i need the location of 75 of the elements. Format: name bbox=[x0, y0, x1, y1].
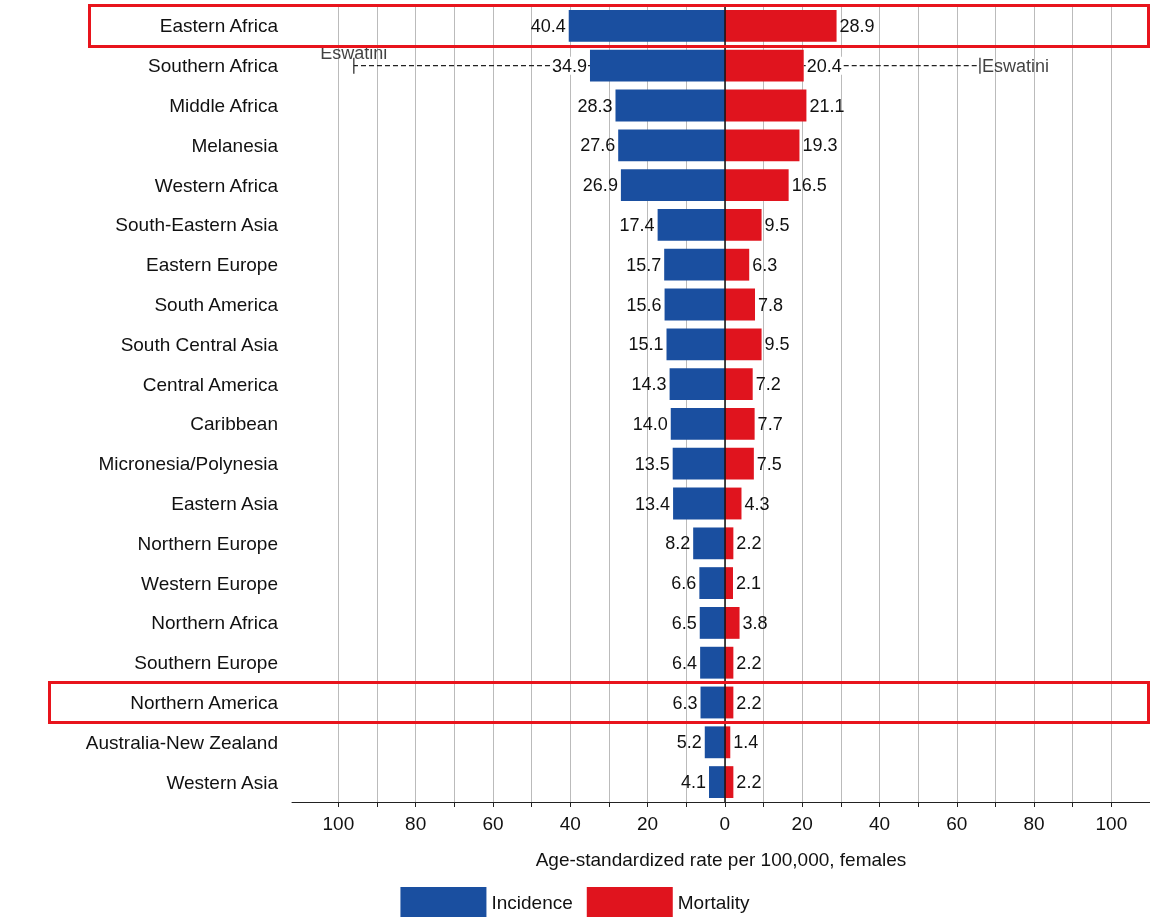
x-tick-label: 40 bbox=[559, 813, 581, 834]
y-tick-label: Western Asia bbox=[166, 771, 279, 793]
y-tick-label: Micronesia/Polynesia bbox=[98, 453, 279, 475]
data-label: 2.2 bbox=[736, 652, 762, 673]
y-tick-label: South Central Asia bbox=[120, 333, 279, 355]
y-tick-label: Central America bbox=[142, 373, 279, 395]
y-tick-label: Eastern Africa bbox=[159, 15, 279, 37]
data-label: 26.9 bbox=[582, 175, 618, 196]
data-label: 1.4 bbox=[733, 732, 759, 753]
data-label: 4.1 bbox=[680, 772, 707, 793]
data-label: 28.3 bbox=[577, 95, 613, 116]
y-tick-label: Northern America bbox=[130, 692, 279, 713]
x-tick-label: 40 bbox=[868, 813, 891, 834]
data-label: 16.5 bbox=[791, 175, 827, 196]
data-label: 6.3 bbox=[752, 254, 778, 275]
y-tick-label: Western Europe bbox=[141, 572, 278, 594]
data-label: 19.3 bbox=[802, 135, 838, 156]
x-tick-label: 100 bbox=[322, 813, 355, 834]
y-tick-label: Eastern Europe bbox=[145, 254, 278, 276]
y-tick-label: South America bbox=[154, 294, 279, 315]
x-tick-label: 0 bbox=[719, 813, 731, 834]
data-label: 2.2 bbox=[736, 772, 762, 793]
data-label: 17.4 bbox=[619, 214, 655, 235]
data-label: 7.8 bbox=[758, 294, 784, 315]
x-tick-label: 60 bbox=[946, 813, 968, 834]
y-tick-label: Middle Africa bbox=[169, 95, 279, 116]
x-tick-label: 20 bbox=[637, 813, 659, 834]
data-label: 13.5 bbox=[634, 453, 670, 474]
data-label: 15.7 bbox=[626, 254, 662, 275]
x-axis-title: Age-standardized rate per 100,000, females bbox=[535, 849, 907, 870]
x-tick-label: 20 bbox=[791, 813, 813, 834]
data-label: 6.3 bbox=[672, 692, 698, 713]
data-label: 7.5 bbox=[756, 453, 782, 474]
data-label: 2.2 bbox=[736, 533, 762, 554]
x-tick-label: 60 bbox=[482, 813, 504, 834]
data-label: 14.0 bbox=[632, 413, 668, 434]
legend-label: Incidence bbox=[491, 891, 573, 913]
data-label: 7.2 bbox=[755, 374, 781, 395]
data-label: 8.2 bbox=[665, 533, 691, 554]
data-label: 6.4 bbox=[672, 652, 698, 673]
data-label: 40.4 bbox=[530, 15, 566, 36]
x-tick-label: 80 bbox=[1023, 813, 1045, 834]
data-label: 7.7 bbox=[757, 413, 783, 434]
y-tick-label: Western Africa bbox=[154, 174, 279, 196]
data-label: 20.4 bbox=[806, 55, 842, 76]
data-label: 15.6 bbox=[626, 294, 662, 315]
data-label: 14.3 bbox=[631, 374, 667, 395]
data-label: 2.2 bbox=[736, 692, 762, 713]
data-label: 21.1 bbox=[809, 95, 845, 116]
data-label: 4.3 bbox=[744, 493, 770, 514]
y-tick-label: Northern Africa bbox=[151, 612, 279, 634]
data-label: 5.2 bbox=[676, 732, 702, 753]
x-tick-label: 80 bbox=[405, 813, 427, 834]
data-label: 6.5 bbox=[671, 612, 697, 633]
data-label: 34.9 bbox=[551, 55, 587, 76]
data-label: 2.1 bbox=[735, 573, 762, 594]
y-tick-label: Southern Europe bbox=[134, 652, 278, 674]
y-tick-label: Melanesia bbox=[191, 134, 279, 156]
y-tick-label: Eastern Asia bbox=[171, 493, 279, 514]
data-label: 28.9 bbox=[839, 15, 875, 36]
x-tick-label: 100 bbox=[1095, 813, 1128, 834]
data-label: 6.6 bbox=[671, 573, 697, 594]
legend-label: Mortality bbox=[677, 891, 751, 913]
annotation: Eswatini bbox=[981, 55, 1049, 76]
data-label: 9.5 bbox=[764, 334, 790, 355]
data-label: 9.5 bbox=[764, 214, 790, 235]
y-tick-label: Southern Africa bbox=[148, 55, 279, 77]
data-label: 3.8 bbox=[742, 612, 768, 633]
y-tick-label: South-Eastern Asia bbox=[115, 214, 279, 236]
y-tick-label: Caribbean bbox=[190, 413, 278, 435]
y-tick-label: Australia-New Zealand bbox=[85, 731, 278, 753]
y-tick-label: Northern Europe bbox=[137, 532, 278, 554]
data-label: 13.4 bbox=[635, 493, 671, 514]
data-label: 15.1 bbox=[628, 334, 664, 355]
data-label: 27.6 bbox=[580, 135, 616, 156]
